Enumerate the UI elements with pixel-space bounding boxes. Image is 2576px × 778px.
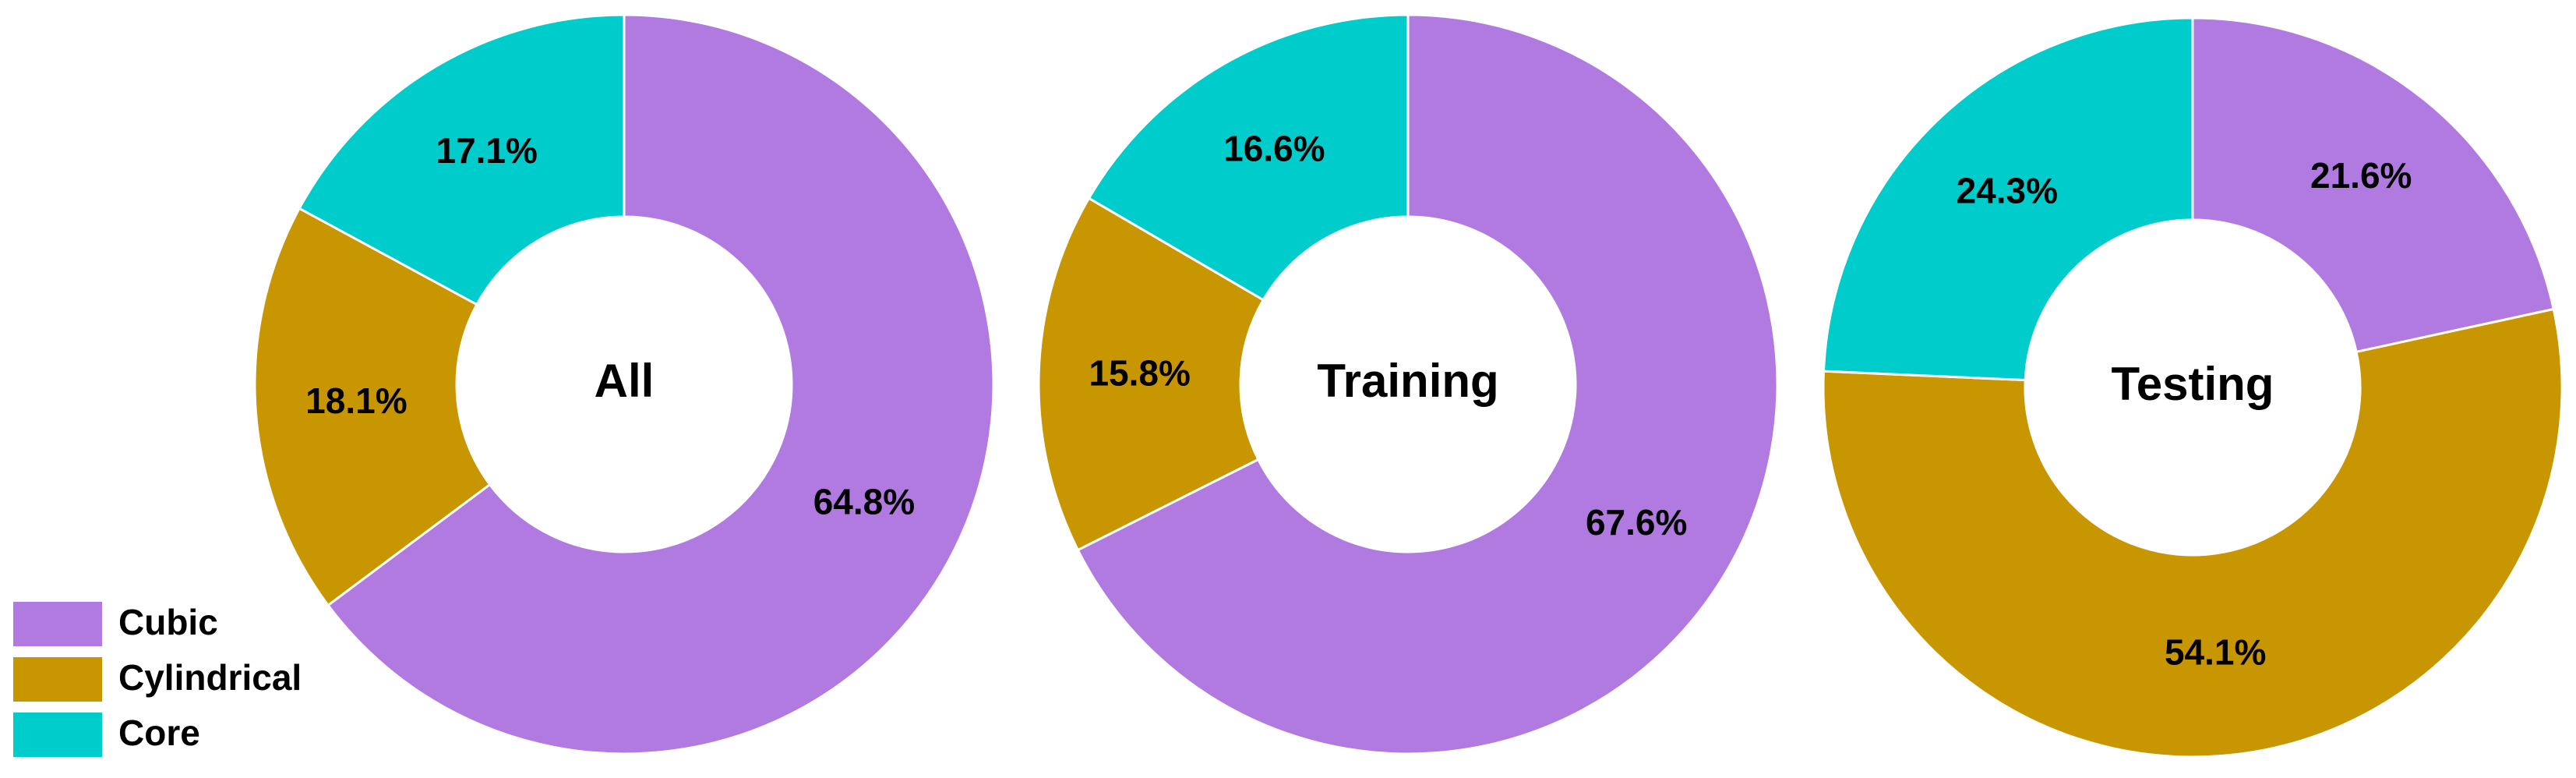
data-label: 67.6% bbox=[1586, 502, 1687, 543]
legend-label: Cylindrical bbox=[118, 657, 302, 698]
slice bbox=[1076, 13, 1779, 755]
chart-title: Testing bbox=[2112, 358, 2274, 410]
legend-label: Cubic bbox=[118, 602, 218, 642]
chart-title: All bbox=[595, 355, 655, 407]
slice bbox=[253, 207, 492, 607]
legend-swatch bbox=[13, 713, 102, 757]
data-label: 21.6% bbox=[2310, 155, 2412, 196]
data-label: 24.3% bbox=[1957, 170, 2058, 210]
data-label: 15.8% bbox=[1089, 352, 1190, 393]
slice bbox=[1037, 196, 1265, 552]
legend-swatch bbox=[13, 602, 102, 646]
data-label: 17.1% bbox=[436, 130, 537, 171]
slice bbox=[298, 13, 626, 306]
legend-label: Core bbox=[118, 713, 200, 753]
data-label: 54.1% bbox=[2165, 631, 2266, 672]
data-label: 18.1% bbox=[305, 380, 407, 421]
chart-title: Training bbox=[1317, 355, 1498, 407]
slice bbox=[1822, 16, 2194, 382]
slice bbox=[326, 13, 995, 755]
data-label: 64.8% bbox=[813, 482, 915, 522]
data-label: 16.6% bbox=[1223, 128, 1325, 168]
slice bbox=[1822, 307, 2564, 759]
slice bbox=[1087, 13, 1410, 302]
legend-swatch bbox=[13, 657, 102, 702]
slice bbox=[2191, 16, 2556, 354]
